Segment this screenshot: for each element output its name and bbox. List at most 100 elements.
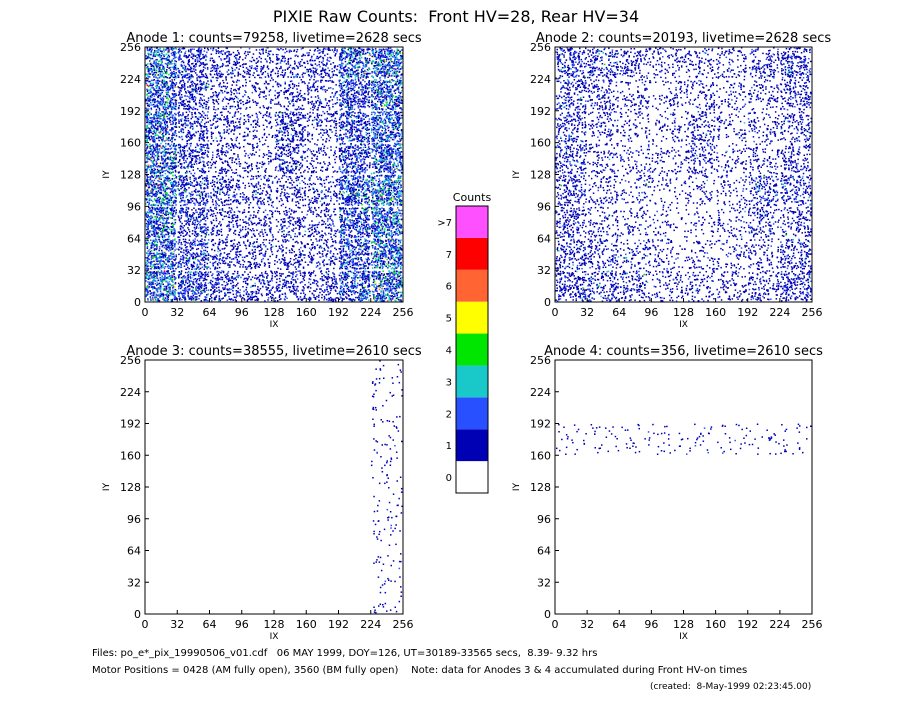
count-pixel — [359, 61, 362, 64]
count-pixel — [303, 93, 306, 95]
count-pixel — [184, 65, 187, 68]
count-pixel — [278, 91, 281, 94]
count-pixel — [199, 133, 202, 136]
count-pixel — [334, 47, 336, 50]
count-pixel — [146, 102, 149, 105]
count-pixel — [225, 47, 227, 49]
count-pixel — [347, 67, 350, 69]
count-pixel — [280, 105, 282, 107]
count-pixel — [379, 112, 381, 114]
count-pixel — [185, 111, 188, 114]
count-pixel — [230, 93, 232, 96]
count-pixel — [238, 61, 240, 64]
count-pixel — [184, 88, 186, 91]
count-pixel — [255, 126, 257, 128]
count-pixel — [350, 59, 352, 62]
count-pixel — [274, 94, 276, 97]
count-pixel — [205, 59, 207, 61]
count-pixel — [360, 71, 363, 74]
count-pixel — [270, 100, 272, 103]
count-pixel — [184, 52, 186, 54]
count-pixel — [380, 111, 383, 113]
count-pixel — [380, 100, 382, 103]
count-pixel — [267, 54, 270, 57]
count-pixel — [164, 49, 167, 51]
count-pixel — [391, 60, 393, 63]
count-pixel — [154, 47, 156, 49]
count-pixel — [309, 60, 311, 62]
count-pixel — [199, 93, 202, 96]
count-pixel — [353, 134, 356, 136]
count-pixel — [198, 101, 201, 104]
count-pixel — [159, 49, 161, 51]
count-pixel — [226, 126, 228, 128]
count-pixel — [309, 49, 311, 51]
count-pixel — [339, 104, 341, 107]
count-pixel — [352, 84, 354, 87]
count-pixel — [341, 126, 343, 129]
count-pixel — [183, 86, 185, 88]
count-pixel — [359, 140, 361, 142]
count-pixel — [391, 55, 394, 58]
count-pixel — [334, 92, 337, 95]
count-pixel — [229, 105, 232, 108]
count-pixel — [216, 65, 219, 68]
count-pixel — [350, 116, 352, 118]
count-pixel — [161, 50, 163, 53]
count-pixel — [392, 65, 394, 67]
count-pixel — [246, 70, 249, 73]
count-pixel — [179, 114, 182, 116]
count-pixel — [172, 89, 174, 92]
count-pixel — [341, 59, 343, 61]
count-pixel — [210, 53, 213, 55]
count-pixel — [222, 98, 225, 100]
count-pixel — [269, 120, 271, 123]
count-pixel — [180, 87, 182, 89]
count-pixel — [379, 82, 381, 84]
count-pixel — [205, 89, 207, 91]
count-pixel — [346, 97, 349, 99]
count-pixel — [393, 56, 395, 58]
count-pixel — [330, 87, 332, 89]
count-pixel — [342, 92, 344, 95]
count-pixel — [373, 71, 376, 73]
count-pixel — [289, 93, 291, 95]
count-pixel — [267, 47, 269, 49]
count-pixel — [175, 82, 178, 84]
count-pixel — [354, 57, 357, 59]
count-pixel — [165, 97, 168, 99]
count-pixel — [328, 73, 330, 76]
count-pixel — [374, 72, 377, 75]
count-pixel — [388, 58, 390, 60]
count-pixel — [355, 135, 357, 137]
count-pixel — [310, 63, 312, 66]
count-pixel — [388, 68, 390, 71]
count-pixel — [389, 97, 391, 100]
count-pixel — [296, 139, 299, 141]
count-pixel — [219, 75, 221, 77]
count-pixel — [351, 68, 353, 70]
count-pixel — [268, 90, 271, 93]
count-pixel — [162, 67, 164, 70]
count-pixel — [384, 127, 386, 129]
count-pixel — [156, 85, 158, 88]
count-pixel — [165, 106, 167, 109]
count-pixel — [165, 128, 167, 130]
count-pixel — [183, 103, 186, 105]
count-pixel — [228, 61, 230, 63]
count-pixel — [304, 66, 306, 69]
count-pixel — [148, 69, 150, 71]
count-pixel — [150, 90, 152, 93]
count-pixel — [169, 62, 171, 64]
count-pixel — [309, 87, 311, 89]
count-pixel — [306, 71, 308, 73]
count-pixel — [353, 65, 355, 68]
count-pixel — [290, 70, 292, 72]
count-pixel — [231, 67, 234, 70]
count-pixel — [222, 106, 225, 108]
count-pixel — [230, 122, 232, 124]
count-pixel — [278, 94, 280, 96]
count-pixel — [194, 112, 196, 114]
count-pixel — [399, 138, 401, 140]
count-pixel — [346, 111, 348, 114]
